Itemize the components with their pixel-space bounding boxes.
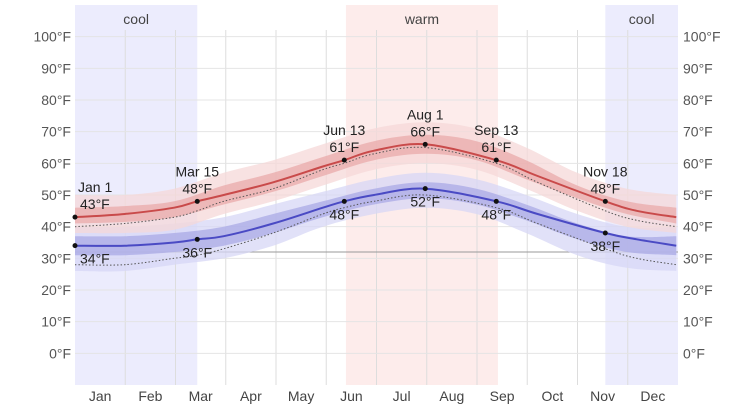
labels: Jan Feb Mar Apr May Jun Jul Aug Sep Oct Nov Dec Jan … <box>78 106 665 404</box>
month-label-feb: Feb <box>138 388 162 404</box>
low-point <box>72 243 78 249</box>
y-tick-label-right: 80°F <box>683 92 713 108</box>
annotation-low: 34°F <box>80 251 110 267</box>
y-tick-label-left: 80°F <box>41 92 71 108</box>
annotation-low: 38°F <box>590 238 620 254</box>
y-tick-label-left: 0°F <box>49 345 71 361</box>
low-point <box>493 198 499 204</box>
y-tick-label-right: 0°F <box>683 345 705 361</box>
y-tick-label-right: 70°F <box>683 124 713 140</box>
season-label-cool: cool <box>629 11 655 27</box>
low-point <box>341 198 347 204</box>
y-tick-label-right: 40°F <box>683 219 713 235</box>
high-band-outer <box>75 122 677 234</box>
y-tick-label-left: 100°F <box>33 29 71 45</box>
month-label-jul: Jul <box>393 388 411 404</box>
y-tick-label-left: 90°F <box>41 60 71 76</box>
annotation-date: Sep 13 <box>474 122 519 138</box>
y-tick-label-right: 100°F <box>683 29 721 45</box>
y-tick-label-left: 60°F <box>41 155 71 171</box>
high-point <box>341 157 347 163</box>
y-tick-label-right: 20°F <box>683 282 713 298</box>
annotation-date: Mar 15 <box>175 163 219 179</box>
month-label-may: May <box>288 388 314 404</box>
annotation-high: 48°F <box>590 180 620 196</box>
y-tick-label-left: 30°F <box>41 250 71 266</box>
y-tick-label-left: 50°F <box>41 187 71 203</box>
month-label-aug: Aug <box>439 388 464 404</box>
y-tick-label-left: 70°F <box>41 124 71 140</box>
low-point <box>194 236 200 242</box>
y-tick-label-right: 90°F <box>683 60 713 76</box>
annotation-high: 66°F <box>410 123 440 139</box>
line-perceived-high <box>74 146 677 228</box>
annotation-low: 52°F <box>410 194 440 210</box>
high-point <box>493 157 499 163</box>
annotation-date: Aug 1 <box>407 106 444 122</box>
low-band-inner <box>75 182 677 256</box>
month-label-sep: Sep <box>490 388 515 404</box>
annotation-low: 36°F <box>182 244 212 260</box>
season-label-warm: warm <box>404 11 439 27</box>
annotation-low: 48°F <box>481 206 511 222</box>
high-band-inner <box>75 134 677 224</box>
month-label-jan: Jan <box>89 388 112 404</box>
annotation-points <box>72 141 608 249</box>
annotation-date: Jan 1 <box>78 179 112 195</box>
annotation-high: 61°F <box>329 139 359 155</box>
percentile-bands <box>75 122 677 272</box>
y-tick-label-right: 60°F <box>683 155 713 171</box>
line-perceived-low <box>74 194 677 266</box>
y-tick-label-right: 30°F <box>683 250 713 266</box>
month-label-apr: Apr <box>240 388 262 404</box>
low-band-outer <box>75 172 677 272</box>
high-point <box>194 198 200 204</box>
month-label-mar: Mar <box>189 388 213 404</box>
high-point <box>602 198 608 204</box>
annotation-date: Nov 18 <box>583 163 628 179</box>
high-point <box>72 214 78 220</box>
high-point <box>422 141 428 147</box>
y-tick-label-right: 10°F <box>683 314 713 330</box>
annotation-high: 43°F <box>80 196 110 212</box>
annotation-low: 48°F <box>329 206 359 222</box>
season-label-cool: cool <box>123 11 149 27</box>
y-tick-label-left: 40°F <box>41 219 71 235</box>
month-label-oct: Oct <box>541 388 563 404</box>
month-label-dec: Dec <box>640 388 665 404</box>
month-label-jun: Jun <box>340 388 363 404</box>
low-point <box>422 186 428 192</box>
y-tick-label-left: 10°F <box>41 314 71 330</box>
low-point <box>602 230 608 236</box>
y-tick-label-right: 50°F <box>683 187 713 203</box>
y-tick-label-left: 20°F <box>41 282 71 298</box>
annotation-high: 48°F <box>182 180 212 196</box>
month-label-nov: Nov <box>590 388 615 404</box>
annotation-date: Jun 13 <box>323 122 365 138</box>
annotation-high: 61°F <box>481 139 511 155</box>
